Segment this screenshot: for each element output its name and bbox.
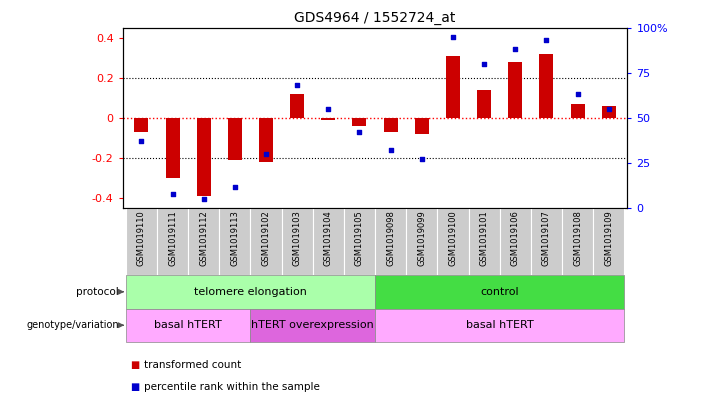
Text: GSM1019103: GSM1019103 [292, 210, 301, 266]
Text: genotype/variation: genotype/variation [27, 320, 119, 330]
Bar [250, 309, 375, 342]
Bar [468, 208, 500, 275]
Bar [344, 208, 375, 275]
Bar [228, 118, 242, 160]
Point [385, 147, 396, 154]
Text: basal hTERT: basal hTERT [465, 320, 533, 330]
Text: telomere elongation: telomere elongation [194, 287, 307, 297]
Text: GSM1019113: GSM1019113 [231, 210, 239, 266]
Bar [125, 208, 157, 275]
Bar [477, 90, 491, 118]
Bar [219, 208, 250, 275]
Bar [500, 208, 531, 275]
Bar [446, 56, 460, 118]
Text: GSM1019105: GSM1019105 [355, 210, 364, 266]
Text: GSM1019110: GSM1019110 [137, 210, 146, 266]
Text: ■: ■ [130, 382, 139, 392]
Text: percentile rank within the sample: percentile rank within the sample [144, 382, 320, 392]
Bar [157, 208, 188, 275]
Point [572, 91, 583, 97]
Bar [165, 118, 179, 178]
Point [479, 61, 490, 67]
Point [322, 106, 334, 112]
Text: basal hTERT: basal hTERT [154, 320, 222, 330]
Bar [375, 208, 406, 275]
Bar [313, 208, 344, 275]
Text: ■: ■ [130, 360, 139, 371]
Point [603, 106, 614, 112]
Point [447, 33, 458, 40]
Bar [383, 118, 397, 132]
Bar [125, 275, 375, 309]
Bar [197, 118, 211, 196]
Text: hTERT overexpression: hTERT overexpression [252, 320, 374, 330]
Bar [531, 208, 562, 275]
Text: GSM1019106: GSM1019106 [511, 210, 519, 266]
Bar [282, 208, 313, 275]
Text: GSM1019101: GSM1019101 [479, 210, 489, 266]
Bar [353, 118, 367, 126]
Text: GSM1019111: GSM1019111 [168, 210, 177, 266]
Point [229, 184, 240, 190]
Bar [593, 208, 625, 275]
Point [260, 151, 271, 157]
Point [540, 37, 552, 43]
Bar [188, 208, 219, 275]
Text: GSM1019099: GSM1019099 [417, 210, 426, 266]
Bar [250, 208, 282, 275]
Point [354, 129, 365, 136]
Text: protocol: protocol [76, 287, 119, 297]
Text: GSM1019098: GSM1019098 [386, 210, 395, 266]
Text: GSM1019109: GSM1019109 [604, 210, 613, 266]
Bar [571, 104, 585, 118]
Text: GSM1019108: GSM1019108 [573, 210, 582, 266]
Bar [125, 309, 250, 342]
Text: GSM1019100: GSM1019100 [449, 210, 458, 266]
Point [292, 82, 303, 88]
Bar [259, 118, 273, 162]
Bar [290, 94, 304, 118]
Bar [415, 118, 429, 134]
Text: GSM1019107: GSM1019107 [542, 210, 551, 266]
Bar [375, 275, 625, 309]
Bar [135, 118, 149, 132]
Point [416, 156, 428, 163]
Bar [562, 208, 593, 275]
Text: GSM1019102: GSM1019102 [261, 210, 271, 266]
Point [510, 46, 521, 52]
Bar [508, 62, 522, 118]
Bar [437, 208, 468, 275]
Point [167, 191, 178, 197]
Title: GDS4964 / 1552724_at: GDS4964 / 1552724_at [294, 11, 456, 25]
Bar [375, 309, 625, 342]
Point [198, 196, 210, 202]
Bar [539, 53, 553, 118]
Text: transformed count: transformed count [144, 360, 241, 371]
Text: control: control [480, 287, 519, 297]
Bar [601, 106, 615, 118]
Point [136, 138, 147, 145]
Bar [321, 118, 335, 120]
Text: GSM1019112: GSM1019112 [199, 210, 208, 266]
Text: GSM1019104: GSM1019104 [324, 210, 333, 266]
Bar [406, 208, 437, 275]
